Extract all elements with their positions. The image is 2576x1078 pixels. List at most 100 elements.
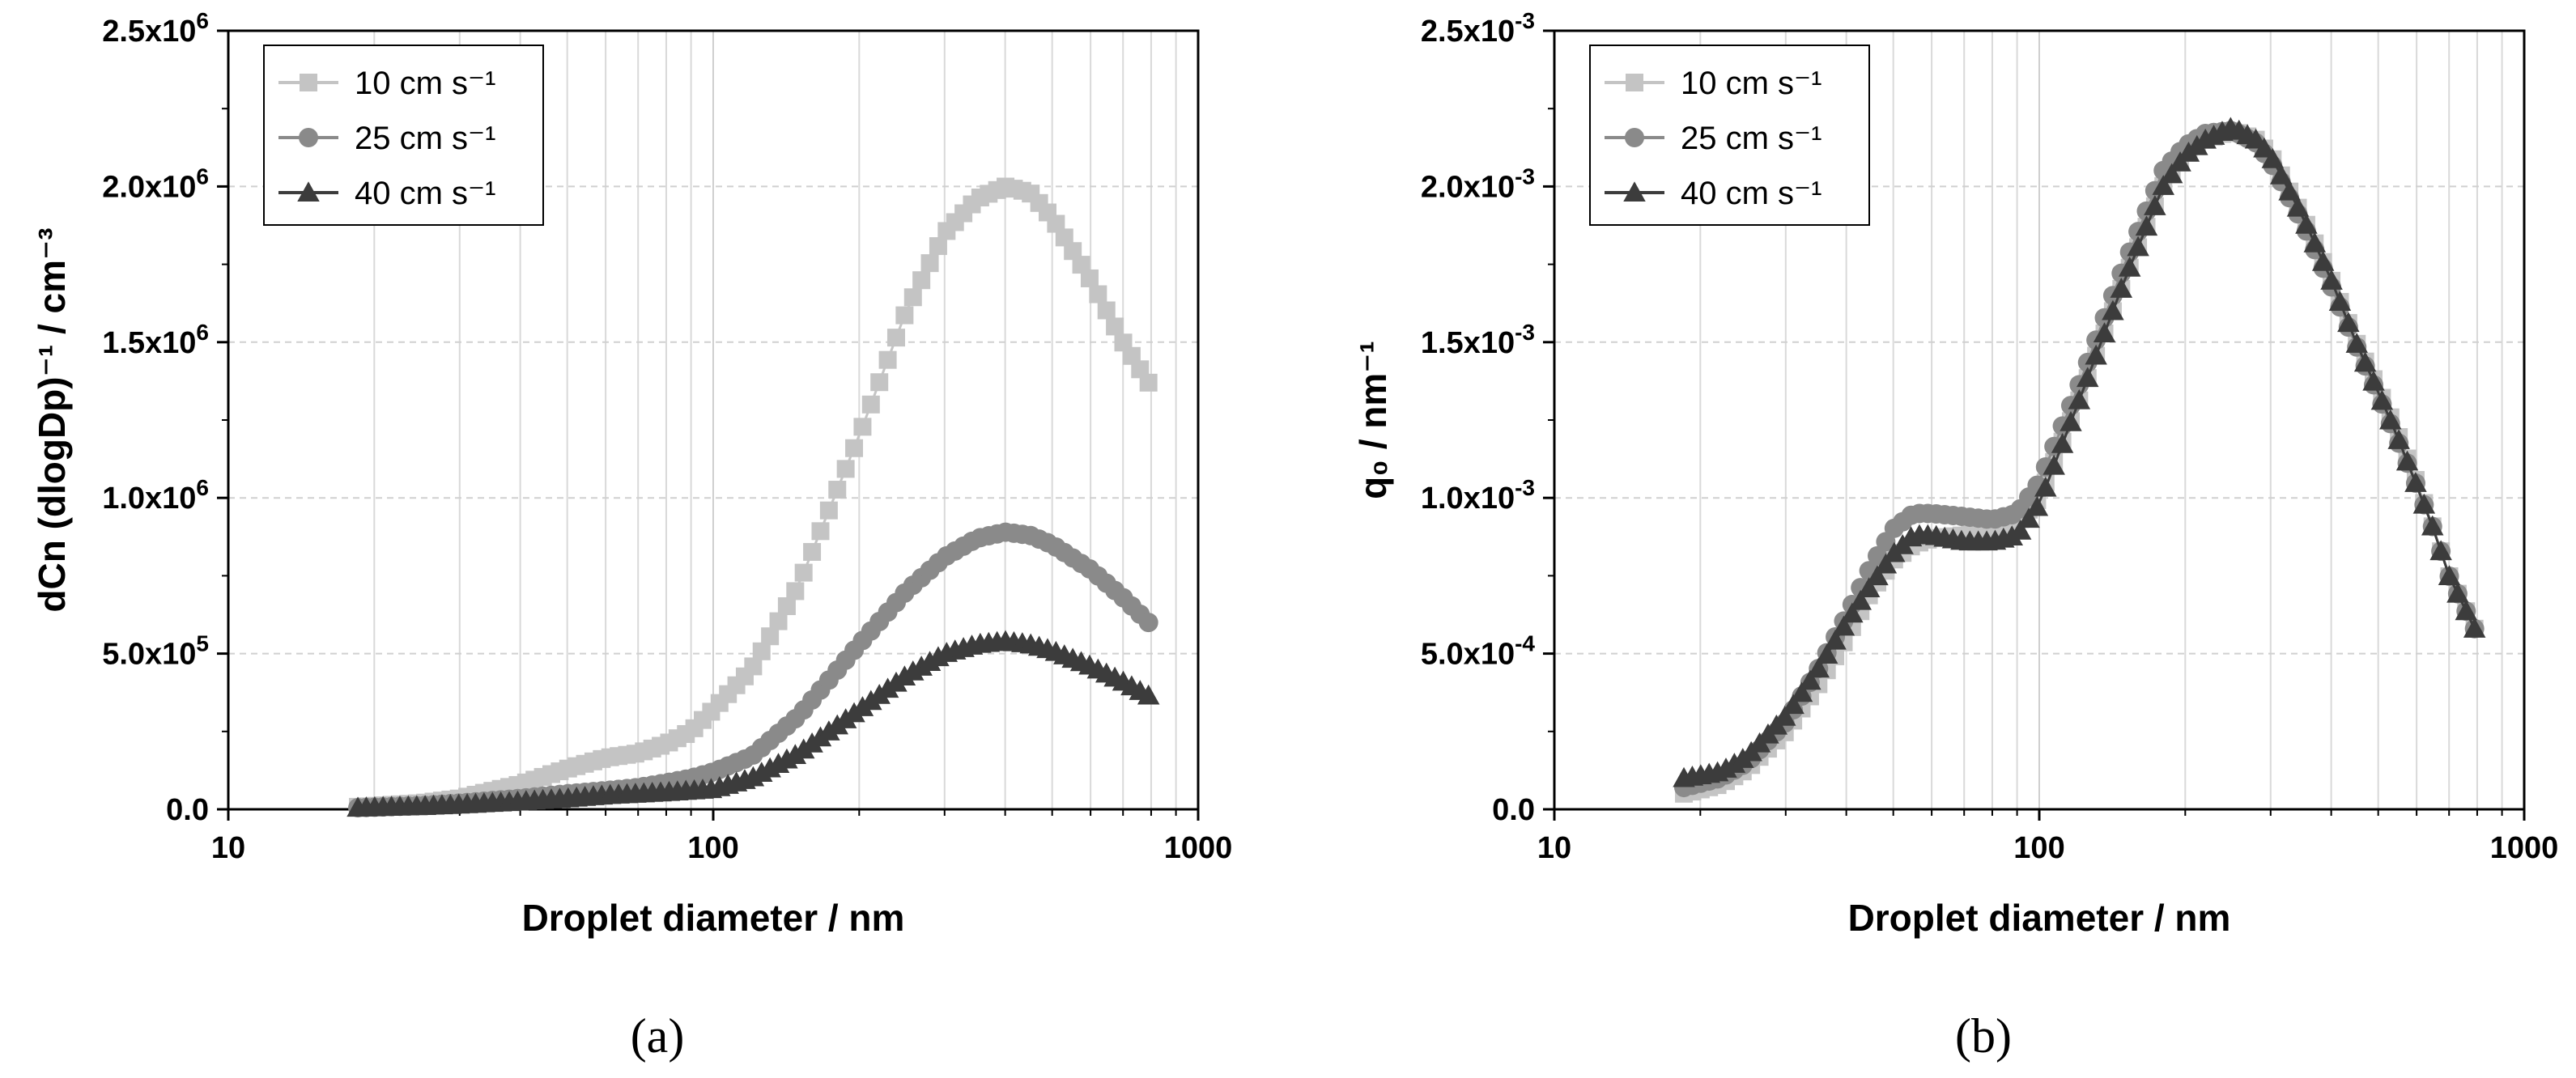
data-point (2009, 519, 2032, 540)
data-point (845, 439, 864, 457)
data-point (2102, 299, 2124, 320)
data-point (2404, 472, 2427, 492)
x-tick-label: 100 (687, 831, 738, 865)
data-point (895, 306, 914, 325)
data-point (2421, 515, 2444, 536)
legend-marker (299, 128, 318, 147)
data-point (1782, 694, 1804, 715)
data-point (2076, 367, 2099, 388)
caption-b: (b) (1955, 1009, 2012, 1063)
data-point (811, 522, 830, 541)
data-point (2110, 278, 2133, 298)
y-tick-label: 2.0x106 (102, 163, 209, 204)
data-point (1122, 346, 1141, 365)
data-point (2034, 476, 2057, 497)
data-point (1773, 705, 1796, 726)
data-point (2446, 582, 2469, 603)
data-point (803, 542, 822, 561)
data-point (1131, 360, 1150, 379)
y-tick-label: 1.0x106 (102, 475, 209, 516)
data-point (853, 418, 872, 436)
data-point (769, 612, 788, 630)
data-point (2060, 410, 2082, 431)
data-point (2320, 270, 2343, 290)
data-point (893, 665, 916, 685)
y-tick-label: 2.0x10-3 (1421, 163, 1535, 204)
data-point (1824, 629, 1847, 650)
y-tick-label: 5.0x105 (102, 631, 209, 672)
data-point (2152, 175, 2175, 195)
data-point (1799, 669, 1821, 690)
data-point (2345, 333, 2368, 353)
data-point (2463, 618, 2486, 638)
data-point (786, 582, 805, 601)
data-point (2127, 236, 2149, 257)
data-point (777, 597, 796, 616)
chart-panel-a: 10 100 1000 0.0 5.0x105 1.0x106 1.5x106 2.0x106… (31, 8, 1232, 939)
data-point (1874, 553, 1898, 574)
data-point (2160, 163, 2183, 184)
data-point (920, 254, 939, 273)
legend-marker (1626, 74, 1643, 91)
x-axis-title: Droplet diameter / nm (1848, 897, 2231, 939)
data-point (886, 329, 905, 347)
data-point (2286, 196, 2310, 217)
caption-a: (a) (631, 1009, 685, 1063)
data-point (870, 373, 889, 392)
legend-label: 25 cm s⁻¹ (355, 121, 495, 156)
data-point (828, 481, 847, 499)
y-tick-label: 2.5x106 (102, 8, 209, 49)
series-3 (346, 630, 1160, 817)
data-point (1137, 684, 1160, 705)
data-point (1139, 373, 1158, 392)
legend-marker (297, 181, 320, 202)
data-point (2278, 180, 2301, 201)
data-point (1114, 333, 1133, 352)
legend-label: 40 cm s⁻¹ (355, 176, 495, 211)
series-1 (349, 177, 1158, 816)
data-point (1089, 285, 1107, 303)
data-point (2043, 454, 2065, 475)
data-point (2412, 493, 2436, 514)
data-point (1841, 602, 1864, 623)
legend: 10 cm s⁻¹ 25 cm s⁻¹ 40 cm s⁻¹ (1589, 45, 1870, 226)
data-point (1097, 301, 1116, 320)
data-point (2455, 600, 2478, 621)
data-point (1072, 256, 1090, 274)
data-point (2253, 137, 2276, 158)
data-point (2353, 351, 2377, 372)
data-point (1055, 228, 1073, 247)
data-point (2337, 312, 2360, 333)
data-point (2118, 256, 2141, 277)
data-point (2051, 432, 2074, 453)
data-point (2017, 507, 2040, 528)
data-point (1047, 214, 1065, 233)
data-point (2269, 163, 2293, 185)
data-point (2135, 215, 2158, 236)
data-point (752, 642, 771, 660)
x-tick-label: 1000 (2490, 831, 2559, 865)
data-point (2311, 250, 2335, 271)
series-3 (1673, 117, 2486, 787)
data-point (761, 627, 780, 646)
data-point (744, 657, 763, 676)
x-tick-label: 10 (1537, 831, 1571, 865)
data-point (1138, 613, 1158, 633)
data-point (2370, 389, 2394, 410)
data-point (836, 460, 855, 478)
data-point (2068, 388, 2091, 410)
y-tick-label: 1.0x10-3 (1421, 475, 1535, 516)
data-point (2085, 344, 2107, 365)
data-point (2429, 540, 2452, 561)
data-point (2362, 370, 2385, 391)
x-tick-label: 10 (211, 831, 245, 865)
data-point (794, 563, 813, 582)
y-tick-label: 0.0 (1492, 793, 1535, 827)
y-axis-title: dCn (dlogDp)⁻¹ / cm⁻³ (31, 227, 73, 612)
data-point (2303, 231, 2327, 253)
data-point (1106, 317, 1124, 336)
legend-label: 25 cm s⁻¹ (1681, 121, 1821, 156)
legend-label: 10 cm s⁻¹ (1681, 66, 1821, 101)
data-point (2395, 450, 2419, 471)
